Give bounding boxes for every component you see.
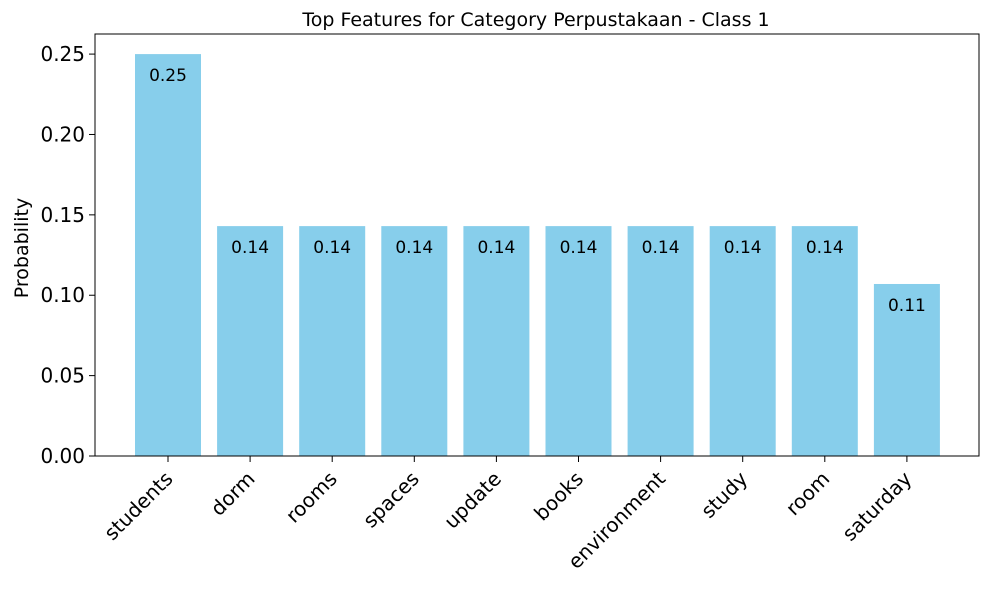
x-tick-label-room: room xyxy=(781,467,835,521)
data-labels-group: 0.25 0.14 0.14 0.14 0.14 0.14 0.14 0.14 0.14 0.11 xyxy=(149,66,926,316)
bar-environment xyxy=(627,226,694,456)
data-label-room: 0.14 xyxy=(806,238,844,258)
data-label-rooms: 0.14 xyxy=(313,238,351,258)
x-tick-label-rooms: rooms xyxy=(281,467,342,528)
y-tick-label-1: 0.05 xyxy=(40,364,85,388)
y-tick-label-3: 0.15 xyxy=(40,203,85,227)
bar-room xyxy=(791,226,858,456)
x-tick-label-saturday: saturday xyxy=(837,466,916,545)
x-tick-label-spaces: spaces xyxy=(358,467,424,533)
y-tick-label-0: 0.00 xyxy=(40,444,85,468)
data-label-study: 0.14 xyxy=(724,238,762,258)
y-axis-label: Probability xyxy=(11,198,33,298)
bar-study xyxy=(709,226,776,456)
data-label-environment: 0.14 xyxy=(642,238,680,258)
bar-spaces xyxy=(381,226,448,456)
data-label-spaces: 0.14 xyxy=(395,238,433,258)
x-tick-label-students: students xyxy=(99,467,177,545)
bar-students xyxy=(135,54,201,456)
y-tick-label-2: 0.10 xyxy=(40,283,85,307)
data-label-books: 0.14 xyxy=(560,238,598,258)
data-label-saturday: 0.11 xyxy=(888,296,926,316)
data-label-update: 0.14 xyxy=(477,238,515,258)
x-tick-label-books: books xyxy=(529,467,588,526)
x-tick-label-dorm: dorm xyxy=(206,467,260,521)
bar-saturday xyxy=(873,283,940,456)
data-label-students: 0.25 xyxy=(149,66,187,86)
y-axis: 0.00 0.05 0.10 0.15 0.20 0.25 xyxy=(40,42,95,468)
bar-rooms xyxy=(299,226,366,456)
data-label-dorm: 0.14 xyxy=(231,238,269,258)
x-axis: students dorm rooms spaces update booksenviro… xyxy=(99,456,917,574)
chart-title: Top Features for Category Perpustakaan -… xyxy=(301,9,769,31)
bar-update xyxy=(463,226,530,456)
y-tick-label-4: 0.20 xyxy=(40,122,85,146)
x-tick-label-update: update xyxy=(439,467,506,534)
x-tick-label-study: study xyxy=(696,466,752,522)
plot-frame xyxy=(94,33,980,457)
y-tick-label-5: 0.25 xyxy=(40,42,85,66)
bar-dorm xyxy=(217,226,284,456)
bars-group xyxy=(135,54,940,456)
bar-books xyxy=(545,226,612,456)
